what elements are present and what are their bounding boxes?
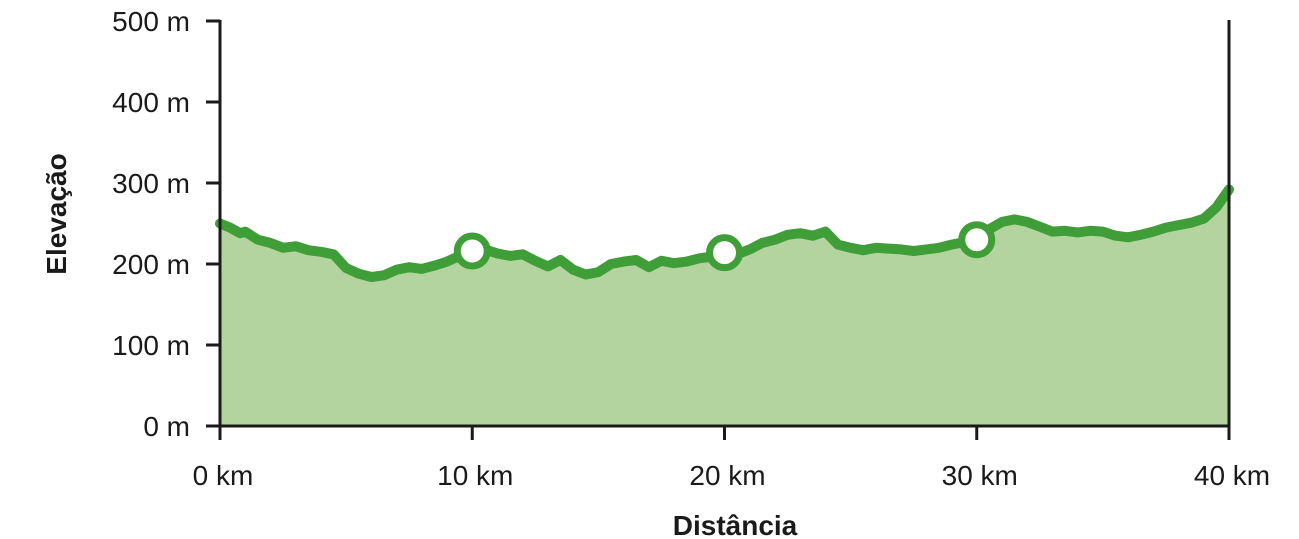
x-axis-title: Distância	[673, 510, 798, 539]
elevation-area	[220, 189, 1229, 426]
y-tick-label: 300 m	[112, 168, 190, 199]
y-tick-label: 500 m	[112, 6, 190, 37]
y-tick-label: 400 m	[112, 87, 190, 118]
y-tick-label: 0 m	[143, 411, 190, 442]
km-marker	[706, 234, 743, 272]
x-tick-label: 30 km	[942, 460, 1018, 491]
y-tick-label: 200 m	[112, 249, 190, 280]
km-marker	[453, 232, 491, 270]
axes: 0 m 100 m 200 m 300 m 400 m 500 m 0 km 10 km 20 …	[112, 6, 1270, 491]
x-tick-label: 10 km	[437, 460, 513, 491]
km-marker	[958, 221, 996, 259]
y-axis-title: Elevação	[41, 153, 72, 274]
x-tick-label: 40 km	[1194, 460, 1270, 491]
x-tick-label: 0 km	[193, 460, 254, 491]
y-tick-label: 100 m	[112, 330, 190, 361]
plot-area	[215, 184, 1234, 426]
x-tick-label: 20 km	[689, 460, 765, 491]
